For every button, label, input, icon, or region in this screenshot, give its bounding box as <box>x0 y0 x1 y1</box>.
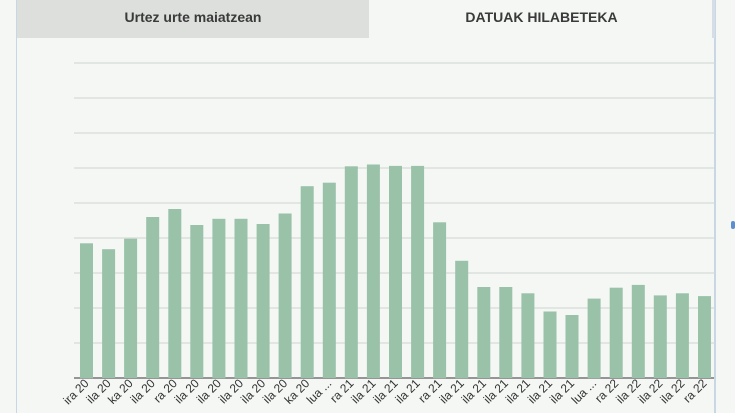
x-tick-label-27: ila 22 <box>657 376 687 406</box>
bar-26[interactable] <box>653 295 667 378</box>
bar-10[interactable] <box>300 186 314 378</box>
bar-19[interactable] <box>499 287 513 378</box>
tab-bar: Urtez urte maiatzean DATUAK HILABETEKA <box>17 0 714 38</box>
bar-2[interactable] <box>124 238 138 378</box>
bar-15[interactable] <box>411 165 425 378</box>
x-tick-label-14: ila 21 <box>370 376 400 406</box>
bar-24[interactable] <box>609 287 623 378</box>
bar-22[interactable] <box>565 315 579 378</box>
bar-27[interactable] <box>675 293 689 378</box>
x-tick-label-19: ila 21 <box>481 376 511 406</box>
x-tick-label-26: ila 22 <box>635 376 665 406</box>
x-tick-label-3: ila 20 <box>128 376 158 406</box>
x-tick-label-28: ra 22 <box>680 376 709 405</box>
bar-1[interactable] <box>102 249 116 378</box>
x-tick-label-17: ila 21 <box>437 376 467 406</box>
bar-3[interactable] <box>146 217 160 378</box>
bar-13[interactable] <box>366 164 380 379</box>
bar-9[interactable] <box>278 213 292 379</box>
x-tick-label-25: ila 22 <box>613 376 643 406</box>
x-tick-label-15: ila 21 <box>393 376 423 406</box>
tab-yearly[interactable]: Urtez urte maiatzean <box>17 0 369 38</box>
bar-0[interactable] <box>80 243 93 379</box>
x-tick-label-23: lua ... <box>569 376 600 407</box>
bar-21[interactable] <box>543 311 557 379</box>
x-tick-label-21: ila 21 <box>525 376 555 406</box>
x-tick-label-20: ila 21 <box>503 376 533 406</box>
bar-4[interactable] <box>168 209 182 378</box>
bar-8[interactable] <box>256 224 270 378</box>
bar-17[interactable] <box>455 260 469 379</box>
bar-23[interactable] <box>587 298 601 379</box>
bar-14[interactable] <box>389 165 402 378</box>
x-tick-label-13: ila 21 <box>348 376 378 406</box>
bar-5[interactable] <box>190 225 204 378</box>
panel-right-border <box>714 0 716 413</box>
bar-28[interactable] <box>698 296 711 378</box>
bar-7[interactable] <box>234 218 248 379</box>
bar-6[interactable] <box>212 218 226 379</box>
panel-edge-marker <box>712 0 715 38</box>
x-tick-label-18: ila 21 <box>459 376 489 406</box>
bar-12[interactable] <box>344 166 358 379</box>
tab-monthly[interactable]: DATUAK HILABETEKA <box>369 0 714 38</box>
bar-20[interactable] <box>521 293 535 378</box>
bar-11[interactable] <box>322 182 336 378</box>
scroll-indicator[interactable] <box>731 221 735 229</box>
x-tick-label-7: ila 20 <box>216 376 246 406</box>
bar-18[interactable] <box>477 287 491 378</box>
x-tick-label-8: ila 20 <box>238 376 268 406</box>
x-tick-label-6: ila 20 <box>194 376 224 406</box>
panel-left-border <box>16 0 17 413</box>
bar-16[interactable] <box>433 222 447 379</box>
bar-25[interactable] <box>631 284 645 378</box>
x-tick-label-5: ila 20 <box>172 376 202 406</box>
